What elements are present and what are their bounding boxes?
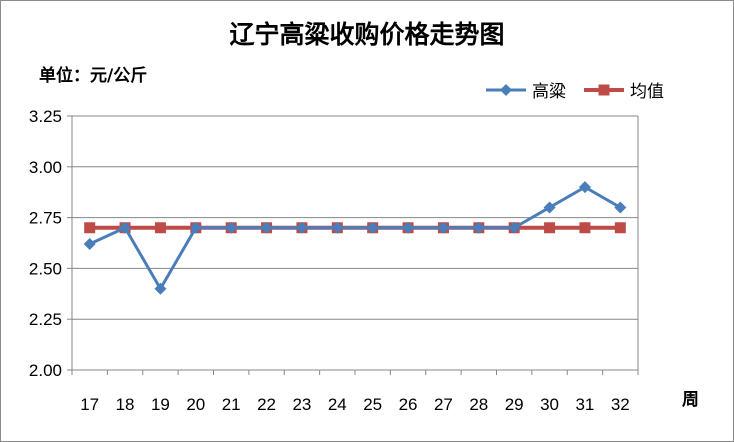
x-tick-label: 29 bbox=[505, 395, 524, 414]
data-point bbox=[119, 221, 132, 234]
legend-label: 均值 bbox=[630, 82, 664, 101]
data-point bbox=[83, 238, 96, 251]
y-tick-label: 2.75 bbox=[29, 209, 62, 228]
series bbox=[83, 181, 627, 295]
data-point bbox=[579, 222, 591, 234]
legend-label: 高粱 bbox=[532, 82, 566, 101]
x-tick-label: 28 bbox=[469, 395, 488, 414]
data-point bbox=[614, 201, 627, 214]
data-point bbox=[614, 222, 626, 234]
y-tick-label: 2.00 bbox=[29, 361, 62, 380]
data-point bbox=[84, 222, 96, 234]
data-point bbox=[437, 221, 450, 234]
x-tick-label: 30 bbox=[540, 395, 559, 414]
x-tick-label: 27 bbox=[434, 395, 453, 414]
x-axis-label: 周 bbox=[682, 390, 699, 410]
legend-marker bbox=[598, 84, 610, 96]
gridlines bbox=[72, 115, 639, 370]
data-point bbox=[543, 201, 556, 214]
x-tick-label: 22 bbox=[257, 395, 276, 414]
x-tick-label: 18 bbox=[116, 395, 135, 414]
axes: 2.00 2.25 2.50 2.75 3.00 3.25 17 18 19 20 21 22 23 24… bbox=[29, 107, 639, 414]
data-point bbox=[366, 221, 379, 234]
data-point bbox=[189, 221, 202, 234]
data-point bbox=[295, 221, 308, 234]
y-tick-label: 2.25 bbox=[29, 310, 62, 329]
y-axis-unit-label: 单位：元/公斤 bbox=[39, 66, 148, 86]
chart-title: 辽宁高粱收购价格走势图 bbox=[229, 20, 505, 49]
y-tick-label: 2.50 bbox=[29, 259, 62, 278]
x-tick-label: 20 bbox=[186, 395, 205, 414]
x-tick-label: 26 bbox=[399, 395, 418, 414]
x-tick-label: 19 bbox=[151, 395, 170, 414]
x-tick-label: 23 bbox=[292, 395, 311, 414]
data-point bbox=[331, 221, 344, 234]
data-point bbox=[260, 221, 273, 234]
legend-marker bbox=[500, 84, 512, 96]
x-tick-label: 17 bbox=[80, 395, 99, 414]
data-point bbox=[578, 181, 591, 194]
data-point bbox=[402, 221, 415, 234]
data-point bbox=[154, 282, 167, 295]
x-tick-label: 31 bbox=[575, 395, 594, 414]
y-tick-label: 3.25 bbox=[29, 107, 62, 126]
legend: 高粱 均值 bbox=[486, 82, 664, 101]
x-tick-label: 32 bbox=[611, 395, 630, 414]
x-tick-label: 25 bbox=[363, 395, 382, 414]
data-point bbox=[154, 222, 166, 234]
data-point bbox=[472, 221, 485, 234]
x-tick-label: 21 bbox=[222, 395, 241, 414]
y-tick-label: 3.00 bbox=[29, 158, 62, 177]
series-line bbox=[89, 185, 622, 291]
x-tick-label: 24 bbox=[328, 395, 347, 414]
data-point bbox=[544, 222, 556, 234]
data-point bbox=[508, 221, 521, 234]
data-point bbox=[225, 221, 238, 234]
